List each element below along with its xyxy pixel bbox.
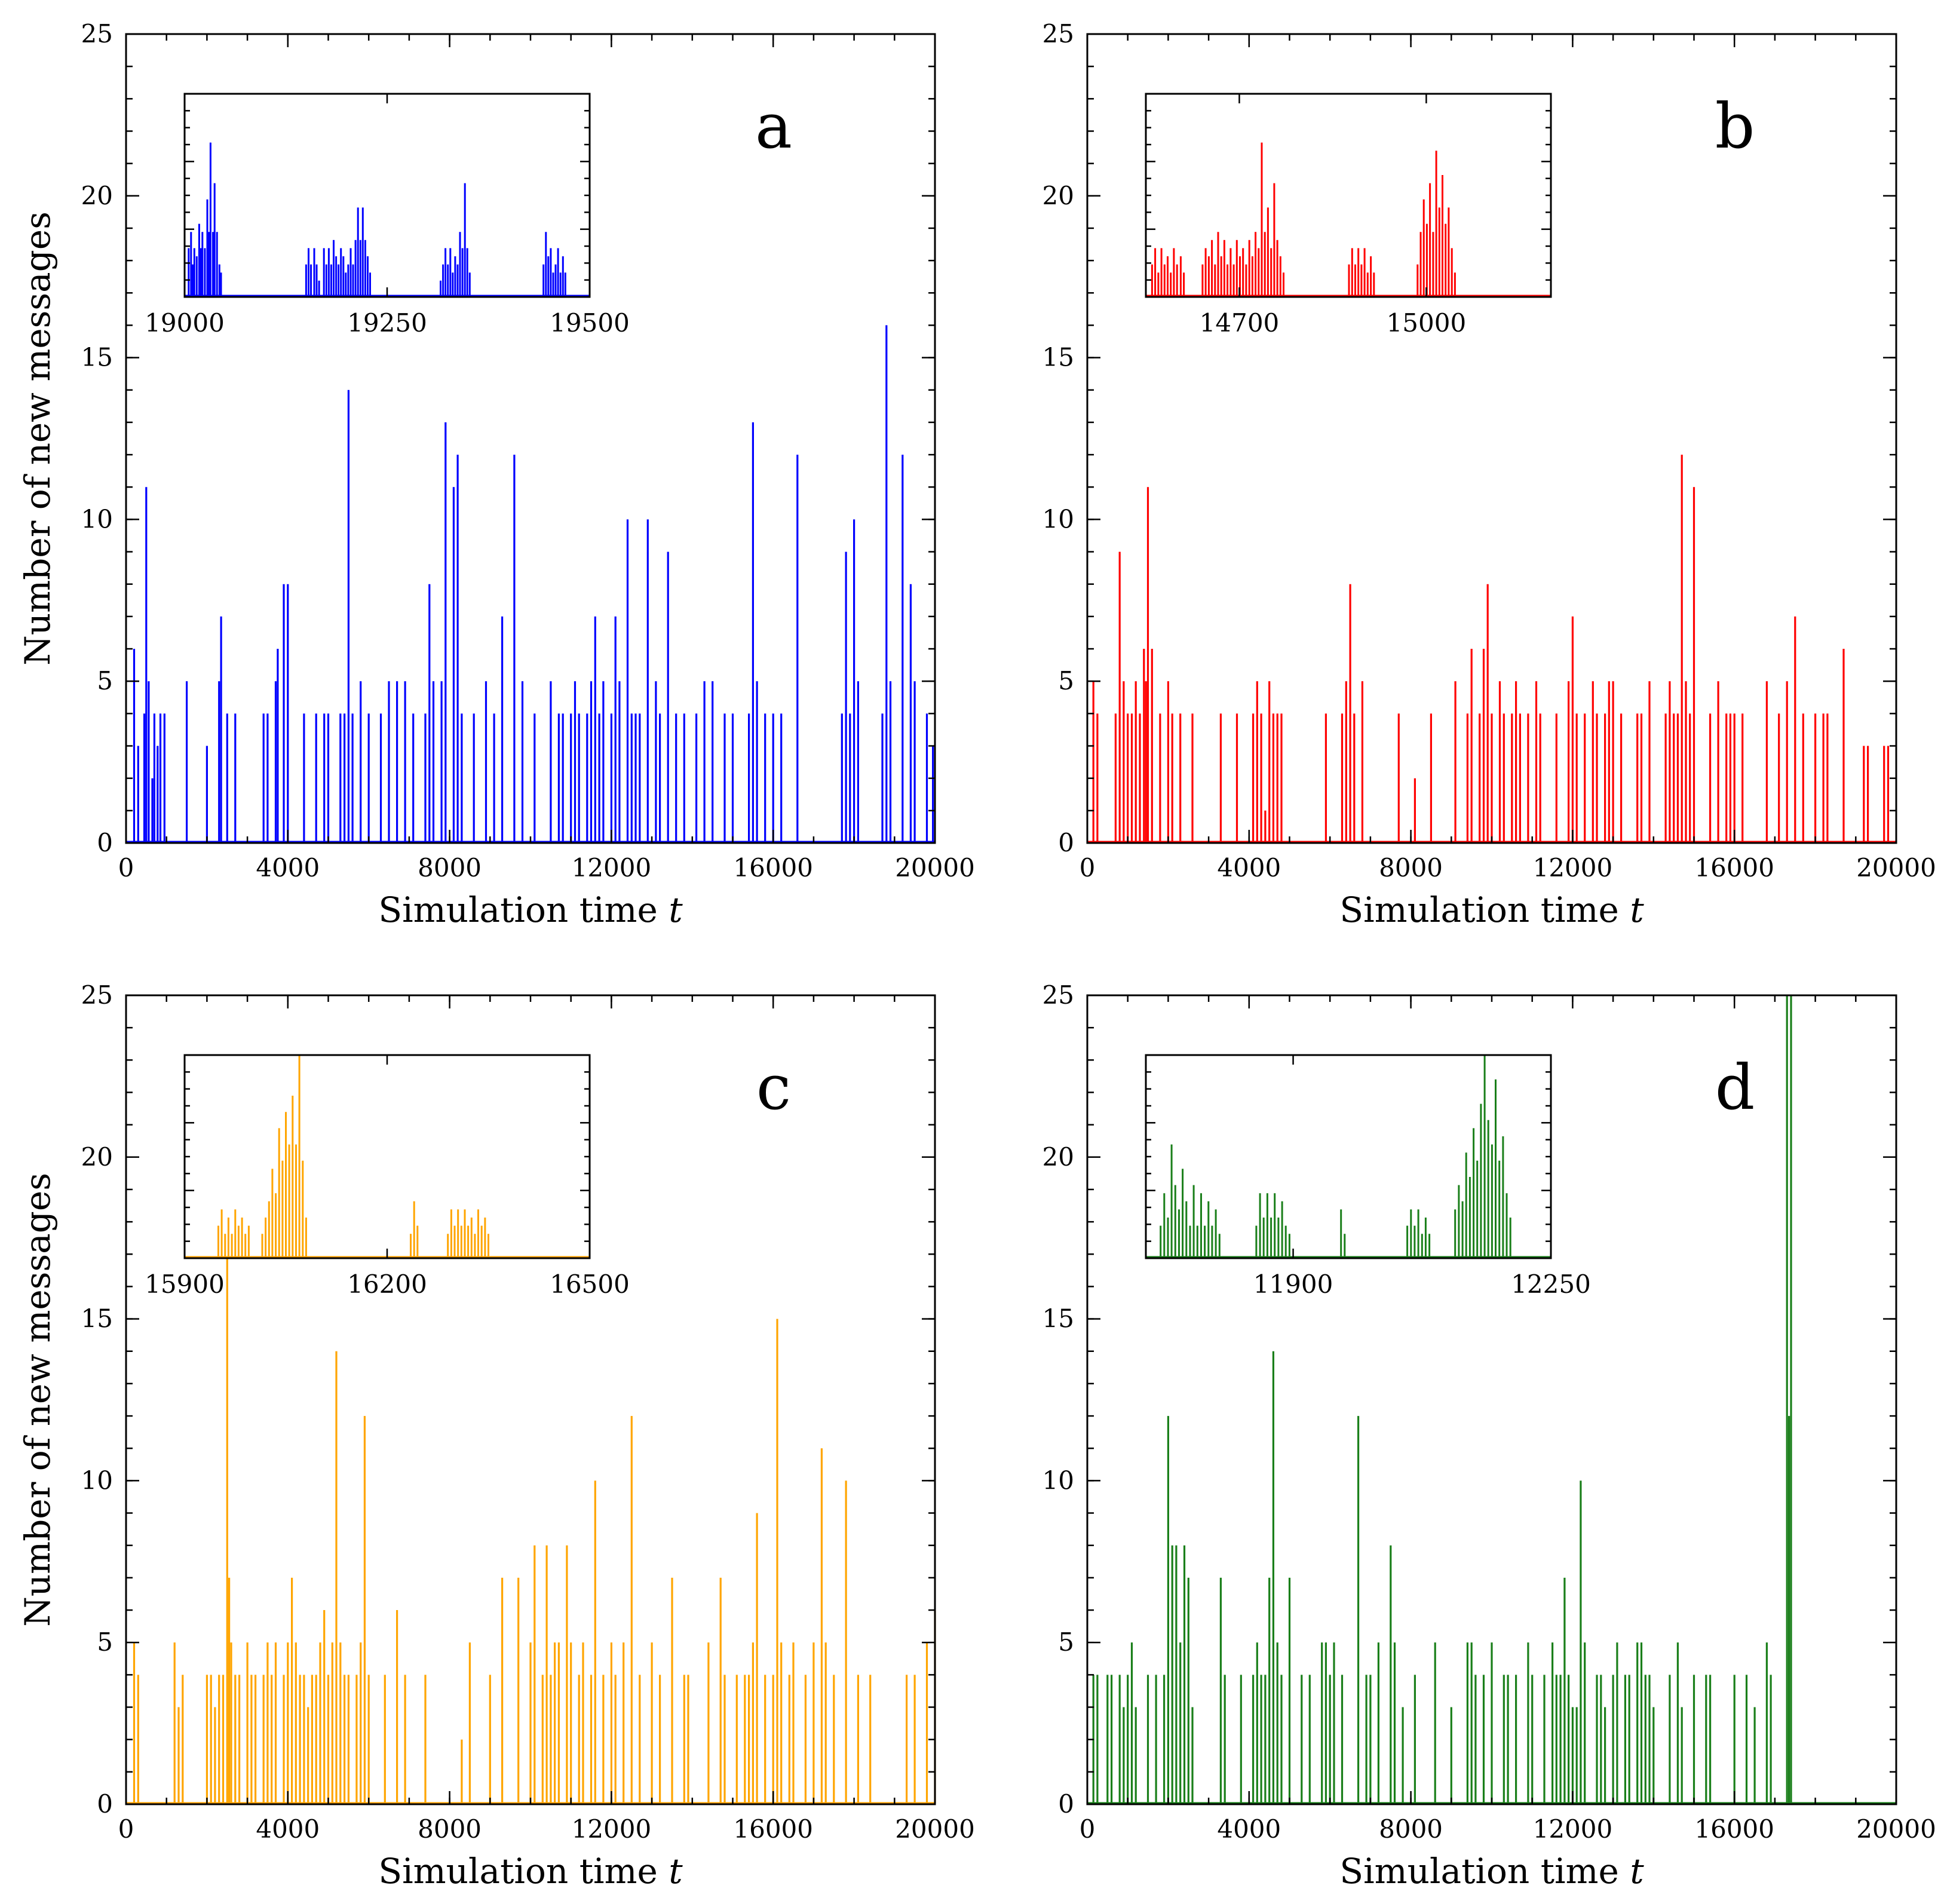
x-axis-title: Simulation time t bbox=[378, 1851, 683, 1891]
panel-c: 0 4000 8000 12000 16000 20000 0 5 10 15 20 25 Simula… bbox=[17, 980, 975, 1891]
inset-x-tick-label: 16200 bbox=[347, 1270, 427, 1299]
y-tick-label: 20 bbox=[81, 181, 113, 210]
x-tick-label: 16000 bbox=[1694, 1814, 1774, 1844]
x-axis-title-text: Simulation time bbox=[378, 1851, 669, 1891]
x-tick-label: 20000 bbox=[895, 853, 975, 882]
y-tick-label: 25 bbox=[81, 980, 113, 1010]
inset: 14700 15000 bbox=[1145, 93, 1552, 338]
inset-series-line bbox=[217, 1055, 489, 1258]
y-tick-label: 25 bbox=[1042, 980, 1074, 1010]
panel-letter: c bbox=[756, 1051, 791, 1124]
x-tick-label: 8000 bbox=[418, 853, 482, 882]
inset: 19000 19250 19500 bbox=[145, 93, 630, 338]
inset-x-tick-label: 14700 bbox=[1200, 308, 1280, 338]
inset-x-tick-label: 19250 bbox=[347, 308, 427, 338]
x-tick-label: 4000 bbox=[256, 1814, 320, 1844]
panel-d: 0 4000 8000 12000 16000 20000 0 5 10 15 20 25 Simula… bbox=[1042, 980, 1936, 1891]
x-tick-label: 0 bbox=[1080, 853, 1096, 882]
x-tick-label: 8000 bbox=[1379, 1814, 1443, 1844]
inset-x-tick-label: 16500 bbox=[550, 1270, 630, 1299]
y-tick-label: 5 bbox=[97, 666, 113, 695]
panel-b: 0 4000 8000 12000 16000 20000 0 5 10 15 20 25 Simula… bbox=[1042, 19, 1936, 930]
x-tick-label: 20000 bbox=[1856, 1814, 1936, 1844]
x-tick-label: 0 bbox=[118, 1814, 134, 1844]
y-tick-label: 15 bbox=[81, 1304, 113, 1333]
y-tick-label: 10 bbox=[1042, 1465, 1074, 1495]
y-axis-title: Number of new messages bbox=[17, 211, 58, 666]
y-axis-title: Number of new messages bbox=[17, 1173, 58, 1627]
x-tick-label: 16000 bbox=[1694, 853, 1774, 882]
inset-x-tick-label: 15000 bbox=[1387, 308, 1467, 338]
x-tick-label: 12000 bbox=[572, 1814, 652, 1844]
inset-series-line bbox=[1151, 142, 1456, 296]
x-tick-label: 8000 bbox=[1379, 853, 1443, 882]
y-tick-label: 20 bbox=[1042, 181, 1074, 210]
y-tick-label: 25 bbox=[1042, 19, 1074, 48]
inset-x-tick-label: 19500 bbox=[550, 308, 630, 338]
x-axis-title-var: t bbox=[669, 1851, 683, 1891]
y-tick-label: 10 bbox=[81, 1465, 113, 1495]
x-tick-label: 0 bbox=[1080, 1814, 1096, 1844]
x-axis-title-var: t bbox=[669, 890, 683, 930]
y-tick-label: 15 bbox=[1042, 343, 1074, 372]
x-axis-title-text: Simulation time bbox=[1339, 890, 1630, 930]
x-tick-label: 4000 bbox=[1217, 853, 1281, 882]
x-tick-label: 16000 bbox=[733, 853, 813, 882]
x-tick-label: 16000 bbox=[733, 1814, 813, 1844]
panel-letter: a bbox=[755, 90, 792, 163]
inset: 11900 12250 bbox=[1145, 1054, 1591, 1299]
x-tick-label: 12000 bbox=[572, 853, 652, 882]
x-tick-label: 20000 bbox=[895, 1814, 975, 1844]
x-axis-title: Simulation time t bbox=[1339, 890, 1644, 930]
y-tick-label: 15 bbox=[1042, 1304, 1074, 1333]
x-axis-title: Simulation time t bbox=[378, 890, 683, 930]
y-tick-label: 5 bbox=[1058, 1627, 1074, 1657]
inset-x-tick-label: 12250 bbox=[1511, 1270, 1591, 1299]
y-tick-label: 0 bbox=[1058, 828, 1074, 857]
panel-letter: b bbox=[1715, 90, 1755, 163]
y-tick-label: 0 bbox=[97, 828, 113, 857]
y-tick-label: 10 bbox=[1042, 504, 1074, 534]
x-tick-label: 4000 bbox=[256, 853, 320, 882]
panel-a: 0 4000 8000 12000 16000 20000 0 5 10 15 20 25 Simula… bbox=[17, 19, 975, 930]
inset-background bbox=[185, 94, 590, 297]
panel-letter: d bbox=[1715, 1051, 1755, 1124]
y-tick-label: 25 bbox=[81, 19, 113, 48]
inset-x-tick-label: 11900 bbox=[1253, 1270, 1333, 1299]
x-axis-title-var: t bbox=[1630, 890, 1644, 930]
x-axis-title-text: Simulation time bbox=[378, 890, 669, 930]
y-tick-label: 10 bbox=[81, 504, 113, 534]
inset: 15900 16200 16500 bbox=[145, 1054, 630, 1299]
x-tick-label: 20000 bbox=[1856, 853, 1936, 882]
inset-x-tick-label: 19000 bbox=[145, 308, 225, 338]
y-tick-label: 15 bbox=[81, 343, 113, 372]
x-tick-label: 12000 bbox=[1533, 853, 1613, 882]
inset-background bbox=[1146, 94, 1551, 297]
y-tick-label: 5 bbox=[97, 1627, 113, 1657]
series-line bbox=[1092, 455, 1890, 842]
y-tick-label: 0 bbox=[1058, 1789, 1074, 1819]
series-line bbox=[133, 1254, 936, 1804]
y-tick-label: 20 bbox=[1042, 1142, 1074, 1172]
y-tick-label: 0 bbox=[97, 1789, 113, 1819]
x-tick-label: 12000 bbox=[1533, 1814, 1613, 1844]
y-tick-label: 20 bbox=[81, 1142, 113, 1172]
inset-series-line bbox=[188, 142, 566, 296]
inset-x-tick-label: 15900 bbox=[145, 1270, 225, 1299]
series-line bbox=[133, 325, 934, 842]
inset-background bbox=[185, 1055, 590, 1258]
y-tick-label: 5 bbox=[1058, 666, 1074, 695]
x-axis-title-var: t bbox=[1630, 1851, 1644, 1891]
x-tick-label: 0 bbox=[118, 853, 134, 882]
inset-series-line bbox=[1160, 1055, 1511, 1258]
inset-background bbox=[1146, 1055, 1551, 1258]
x-axis-title: Simulation time t bbox=[1339, 1851, 1644, 1891]
x-tick-label: 4000 bbox=[1217, 1814, 1281, 1844]
x-axis-title-text: Simulation time bbox=[1339, 1851, 1630, 1891]
x-tick-label: 8000 bbox=[418, 1814, 482, 1844]
